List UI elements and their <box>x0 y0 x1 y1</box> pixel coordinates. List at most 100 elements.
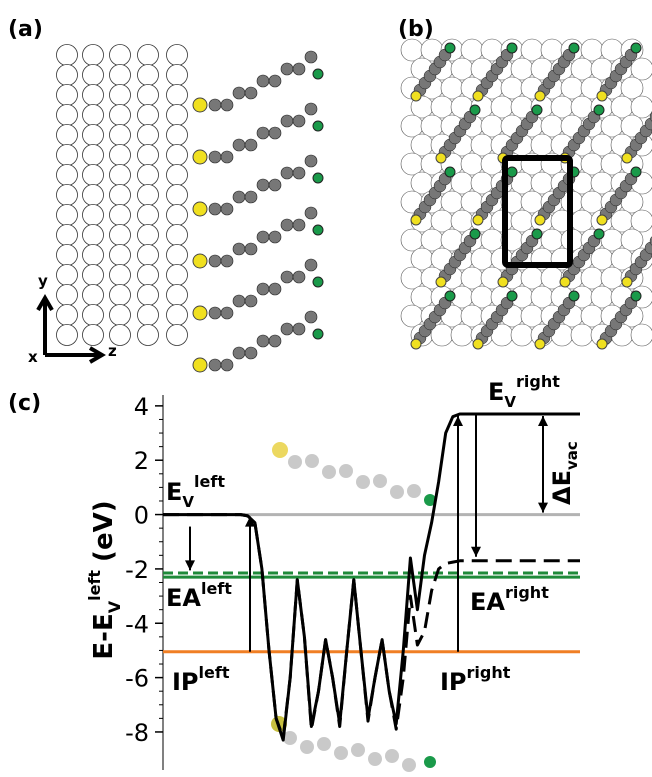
atom <box>569 291 579 301</box>
atom <box>471 286 493 308</box>
atom <box>305 103 317 115</box>
atom <box>511 324 533 346</box>
atom <box>138 65 159 86</box>
axis-label: z <box>108 342 117 360</box>
atom <box>293 63 305 75</box>
atom <box>167 245 188 266</box>
atom <box>451 324 473 346</box>
atom <box>501 77 523 99</box>
atom <box>245 347 257 359</box>
atom <box>581 305 603 327</box>
atom <box>532 105 542 115</box>
atom <box>138 145 159 166</box>
atom <box>601 229 623 251</box>
atom <box>57 305 78 326</box>
atom <box>473 91 483 101</box>
atom <box>209 255 221 267</box>
atom <box>591 286 613 308</box>
atom <box>622 153 632 163</box>
atom <box>83 205 104 226</box>
y-tick-label: -2 <box>125 556 149 584</box>
atom <box>621 229 643 251</box>
atom <box>631 167 641 177</box>
atom <box>305 311 317 323</box>
atom <box>471 248 493 270</box>
atom <box>110 185 131 206</box>
atom <box>305 51 317 63</box>
atom <box>193 358 207 372</box>
potential-curve <box>163 515 580 738</box>
atom <box>401 267 423 289</box>
atom <box>511 58 533 80</box>
annotation: EVleft <box>166 472 225 511</box>
atom <box>305 454 319 468</box>
atom <box>57 45 78 66</box>
atom <box>591 58 613 80</box>
atom <box>313 329 323 339</box>
atom <box>57 105 78 126</box>
atom <box>535 215 545 225</box>
atom <box>597 215 607 225</box>
atom <box>281 219 293 231</box>
atom <box>257 179 269 191</box>
atom <box>233 295 245 307</box>
atom <box>110 65 131 86</box>
atom <box>138 125 159 146</box>
atom <box>431 210 453 232</box>
label-part: E <box>488 378 504 406</box>
atom <box>631 210 652 232</box>
atom <box>257 335 269 347</box>
label-part: IP <box>440 668 467 696</box>
arrow-head <box>471 547 481 557</box>
atom <box>167 105 188 126</box>
atom <box>110 305 131 326</box>
label-part: ΔE <box>548 470 576 505</box>
atom <box>581 39 603 61</box>
atom <box>138 285 159 306</box>
label-part: left <box>85 570 104 601</box>
atom <box>233 191 245 203</box>
atom <box>110 265 131 286</box>
atom <box>83 325 104 346</box>
atom <box>351 743 365 757</box>
atom <box>445 43 455 53</box>
atom <box>167 165 188 186</box>
y-tick-label: -8 <box>125 719 149 747</box>
atom <box>57 325 78 346</box>
atom <box>221 307 233 319</box>
atom <box>257 231 269 243</box>
atom <box>138 45 159 66</box>
label-part: right <box>505 583 549 602</box>
atom <box>334 746 348 760</box>
atom <box>411 286 433 308</box>
atom <box>611 96 633 118</box>
atom <box>167 85 188 106</box>
atom <box>138 245 159 266</box>
atom <box>473 215 483 225</box>
atom <box>507 43 517 53</box>
atom <box>281 115 293 127</box>
atom <box>401 229 423 251</box>
atom <box>83 65 104 86</box>
atom <box>631 58 652 80</box>
atom <box>167 285 188 306</box>
atom <box>193 306 207 320</box>
atom <box>57 265 78 286</box>
atom <box>83 45 104 66</box>
atom <box>209 359 221 371</box>
atom <box>167 65 188 86</box>
atom <box>356 475 370 489</box>
atom <box>57 125 78 146</box>
atom <box>601 153 623 175</box>
atom <box>209 99 221 111</box>
atom <box>245 139 257 151</box>
atom <box>245 191 257 203</box>
atom <box>569 43 579 53</box>
label-part: left <box>194 472 225 491</box>
atom <box>83 185 104 206</box>
atom <box>601 39 623 61</box>
label-part: V <box>105 600 124 613</box>
atom <box>83 245 104 266</box>
annotation: EVright <box>488 372 560 411</box>
atom <box>293 219 305 231</box>
